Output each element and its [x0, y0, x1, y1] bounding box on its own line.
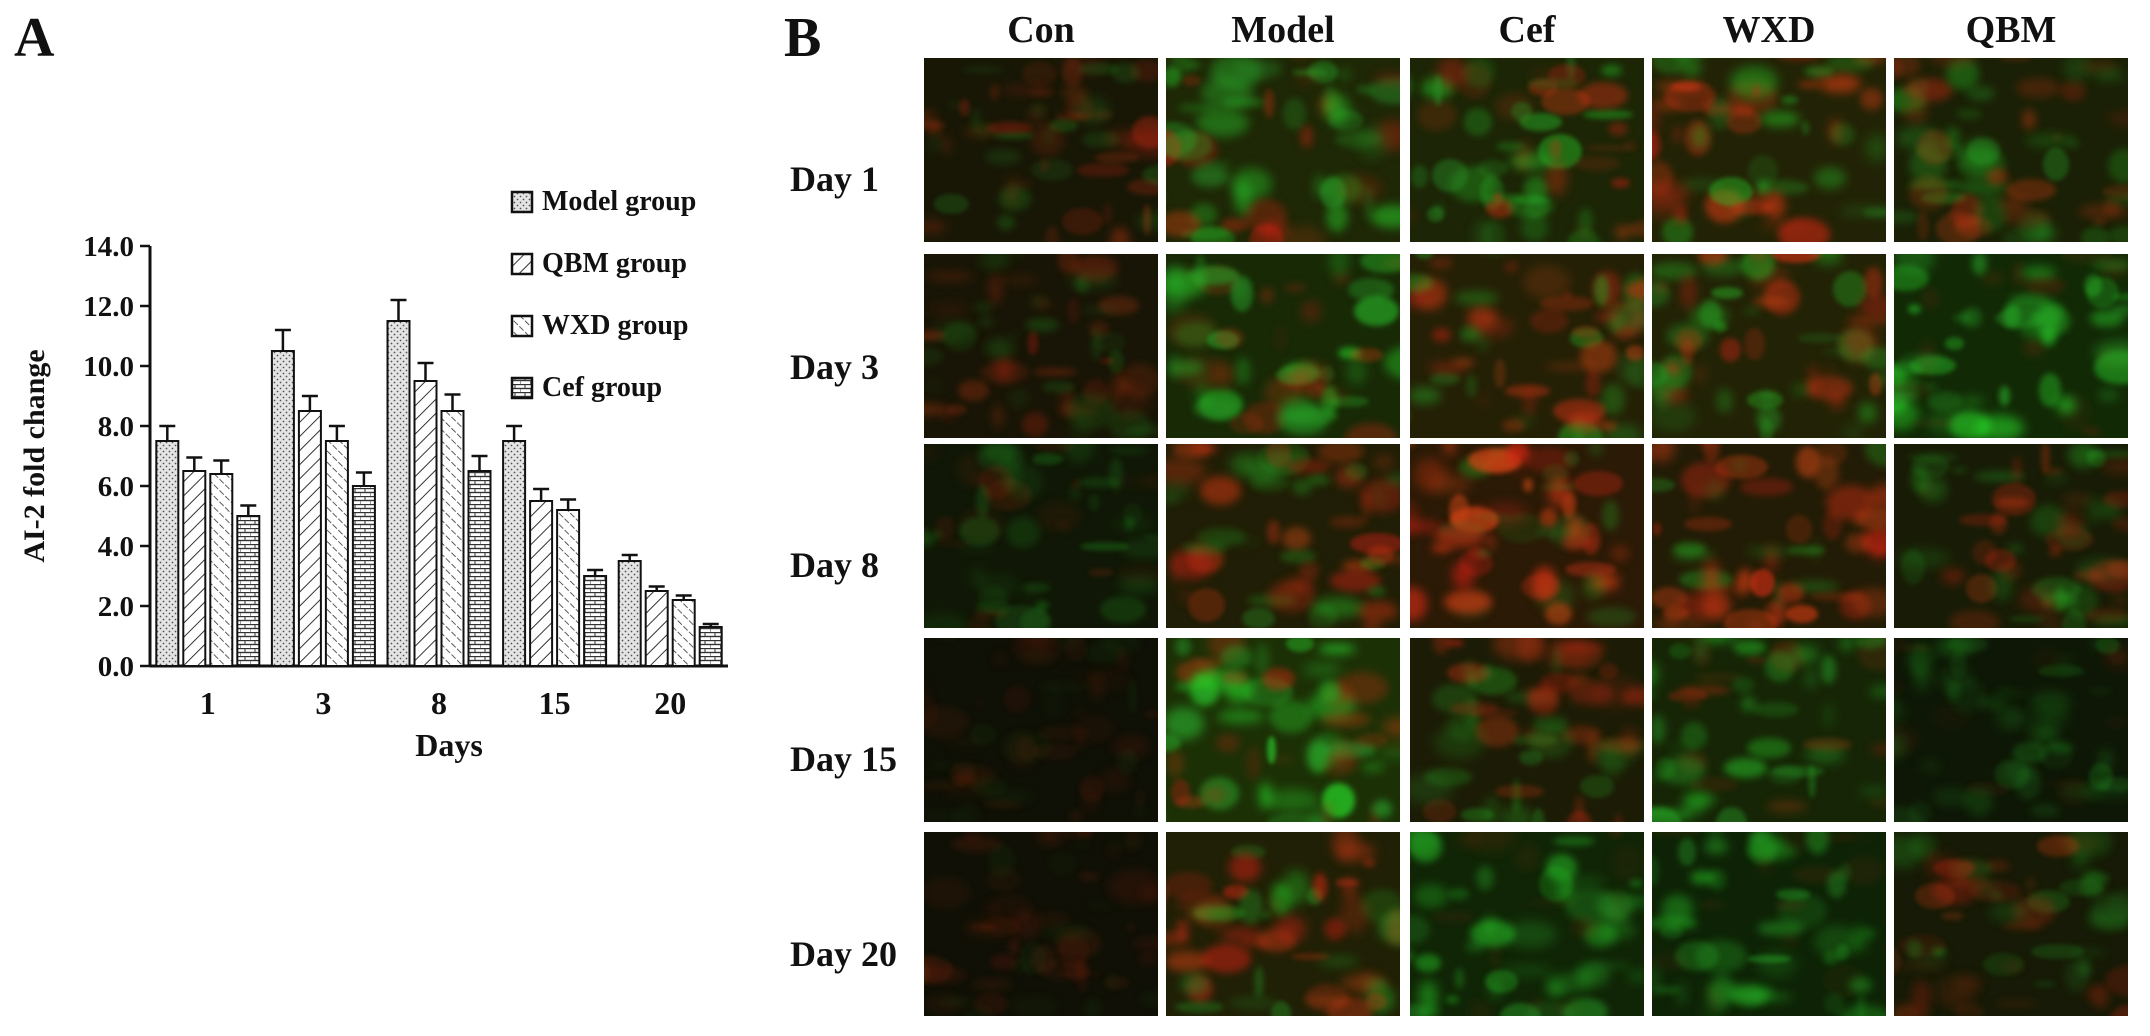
micrograph-image [1894, 254, 2128, 438]
y-tick-label: 14.0 [83, 231, 134, 263]
x-tick-label: 8 [431, 685, 447, 721]
bar [617, 560, 642, 667]
micrograph-image [924, 444, 1158, 628]
legend-label: Cef group [542, 372, 662, 403]
micrograph-image [1166, 444, 1400, 628]
bar [351, 485, 376, 667]
x-tick-label: 1 [200, 685, 216, 721]
y-axis-label: AI-2 fold change [18, 349, 51, 562]
micrograph-image [1166, 254, 1400, 438]
micrograph-image [1410, 832, 1644, 1016]
bar [182, 470, 207, 667]
row-label: Day 8 [790, 545, 879, 585]
micrograph-image [1894, 832, 2128, 1016]
bar [297, 410, 322, 667]
column-label: Con [1007, 9, 1075, 51]
bar [413, 380, 438, 667]
y-tick-label: 12.0 [83, 291, 134, 323]
row-label: Day 1 [790, 159, 879, 199]
micrograph-image [1166, 638, 1400, 822]
panel-a-label: A [14, 7, 55, 69]
bar [529, 500, 554, 667]
micrograph-image [1410, 58, 1644, 242]
bar [698, 626, 723, 667]
bar [671, 599, 696, 667]
bar [556, 509, 581, 667]
column-label: WXD [1722, 9, 1816, 51]
y-tick-label: 4.0 [98, 531, 134, 563]
micrograph-image [1166, 832, 1400, 1016]
micrograph-image [1652, 58, 1886, 242]
micrograph-image [924, 254, 1158, 438]
bar [440, 410, 465, 667]
micrograph-image [1410, 444, 1644, 628]
legend-swatch [510, 190, 534, 214]
micrograph-image [1652, 254, 1886, 438]
row-label: Day 15 [790, 739, 897, 779]
micrograph-image [1894, 638, 2128, 822]
x-tick-label: 15 [539, 685, 571, 721]
micrograph-image [1410, 638, 1644, 822]
micrograph-image [924, 638, 1158, 822]
bar-chart: 0.0 2.0 4.0 6.0 8.0 10.0 12.0 14.0 AI-2 fold cha… [18, 186, 728, 763]
bar [386, 320, 411, 667]
y-tick-label: 10.0 [83, 351, 134, 383]
micrograph-image [1652, 638, 1886, 822]
panel-b-label: B [784, 7, 822, 69]
micrograph-image [1894, 444, 2128, 628]
micrograph-image [1166, 58, 1400, 242]
micrograph-image [1894, 58, 2128, 242]
micrograph-image [924, 58, 1158, 242]
bar [467, 470, 492, 667]
legend-label: QBM group [542, 248, 687, 279]
bar [502, 440, 527, 667]
legend-swatch [510, 252, 534, 276]
micrograph-image [924, 832, 1158, 1016]
column-label: QBM [1965, 9, 2057, 51]
bar [236, 515, 261, 667]
bar [209, 473, 234, 667]
column-label: Cef [1498, 9, 1556, 51]
micrograph-image [1410, 254, 1644, 438]
bar [270, 350, 295, 667]
x-tick-label: 3 [315, 685, 331, 721]
row-label: Day 3 [790, 347, 879, 387]
legend-label: WXD group [542, 310, 689, 341]
column-label: Model [1231, 9, 1335, 51]
y-tick-label: 2.0 [98, 591, 134, 623]
row-label: Day 20 [790, 934, 897, 974]
bar [644, 590, 669, 667]
y-tick-label: 8.0 [98, 411, 134, 443]
legend-label: Model group [542, 186, 696, 217]
micrograph-image [1652, 444, 1886, 628]
legend-swatch [510, 314, 534, 338]
bar [583, 575, 608, 667]
bar [155, 440, 180, 667]
y-tick-label: 0.0 [98, 651, 134, 683]
x-axis-label: Days [415, 727, 483, 763]
micrograph-image [1652, 832, 1886, 1016]
bar [324, 440, 349, 667]
x-tick-label: 20 [654, 685, 686, 721]
legend-swatch [510, 376, 534, 400]
y-tick-label: 6.0 [98, 471, 134, 503]
